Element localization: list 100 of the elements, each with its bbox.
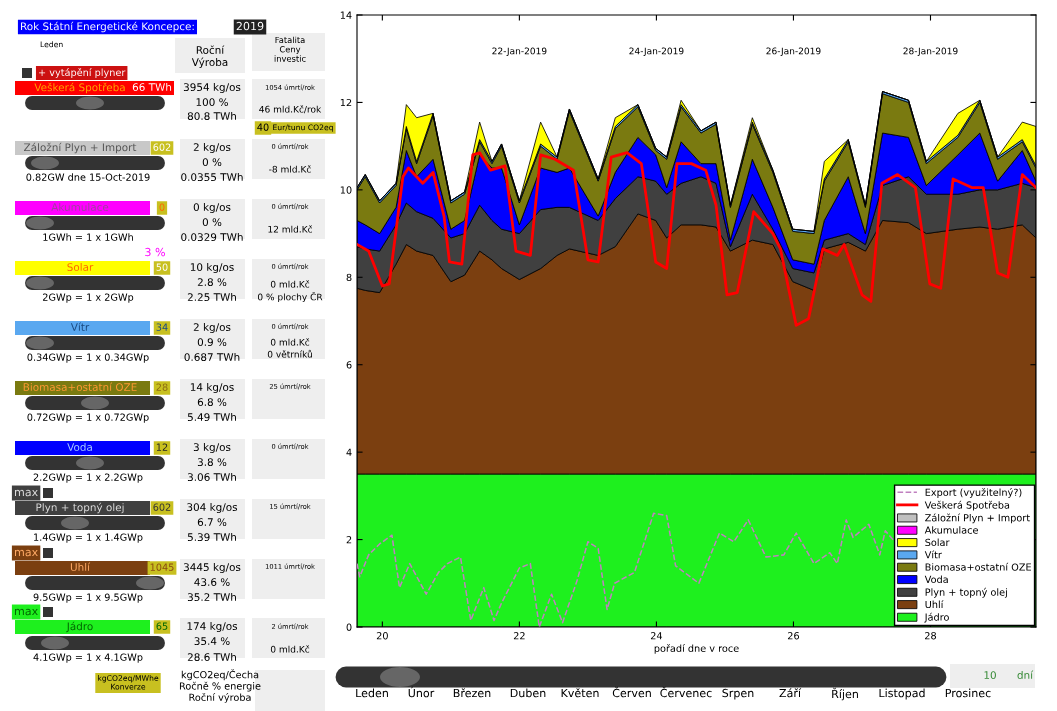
text: 50 <box>156 263 168 271</box>
text: Leden <box>356 688 388 698</box>
y-tick-label: 12 <box>340 98 352 107</box>
text: 1GWh = 1 x 1GWh <box>43 233 133 241</box>
text: Září <box>779 688 802 698</box>
text: 0.72GWp = 1 x 0.72GWp <box>27 413 149 423</box>
legend-label: Vítr <box>924 550 942 559</box>
text: 2.8 % <box>197 278 227 287</box>
y-tick-label: 6 <box>346 361 352 369</box>
text: Solar <box>67 262 94 272</box>
text: Listopad <box>879 688 925 700</box>
text: 3 kg/os <box>193 442 231 454</box>
text: 12 <box>156 443 168 451</box>
text: 10 <box>984 671 996 680</box>
text: Duben <box>510 688 546 698</box>
text: max <box>15 489 38 497</box>
annotation: 24-Jan-2019 <box>629 47 684 57</box>
x-tick-label: 28 <box>925 632 936 640</box>
text: 0 mld.Kč <box>270 338 310 346</box>
text: 12 mld.Kč <box>268 225 313 233</box>
x-tick-label: 22 <box>513 632 525 640</box>
text: Biomasa+ostatní OZE <box>23 382 137 392</box>
text: dní <box>1017 670 1034 680</box>
legend-label: Uhlí <box>925 600 944 609</box>
text: 5.49 TWh <box>187 412 236 422</box>
legend-label: Záložní Plyn + Import <box>925 513 1030 524</box>
text: 0 <box>159 203 165 211</box>
text: Veškerá Spotřeba <box>34 82 125 94</box>
text: Akumulace <box>51 202 109 212</box>
text: 6.8 % <box>197 398 227 407</box>
text: max <box>15 549 38 557</box>
legend-label: Voda <box>924 575 948 584</box>
text: 14 kg/os <box>190 382 234 394</box>
text: 3 % <box>145 247 165 257</box>
text: 2019 <box>236 21 264 31</box>
legend-label: Plyn + topný olej <box>925 587 1007 598</box>
text: 1.4GWp = 1 x 1.4GWp <box>34 533 143 543</box>
text: 9.5GWp = 1 x 9.5GWp <box>33 593 143 603</box>
text: 40 <box>257 123 269 131</box>
text: 1045 <box>150 563 174 571</box>
text: Jádro <box>66 621 93 633</box>
text: 174 kg/os <box>187 621 238 633</box>
text: 100 % <box>196 98 228 107</box>
text: 4.1GWp = 1 x 4.1GWp <box>33 653 143 663</box>
y-tick-label: 8 <box>346 273 352 282</box>
text: kgCO2eq/Čecha Ročně % energie Roční výroba <box>179 669 261 703</box>
text: Uhlí <box>70 562 91 572</box>
line-series <box>357 151 1036 327</box>
text: 35.4 % <box>194 637 230 646</box>
text: 0.34GWp = 1 x 0.34GWp <box>27 353 149 363</box>
text: 2.25 TWh <box>187 292 236 302</box>
text: 0 mld.Kč <box>270 645 310 653</box>
text: Rok Státní Energetické Koncepce: <box>21 21 194 33</box>
text: 28 <box>156 383 168 391</box>
y-tick-label: 4 <box>346 448 352 456</box>
text: 304 kg/os <box>187 502 238 514</box>
text: Voda <box>67 442 92 452</box>
text: 0 větrníků <box>267 349 312 358</box>
text: 3954 kg/os <box>183 82 241 94</box>
text: 0 mld.Kč <box>270 280 310 288</box>
text: -8 mld.Kč <box>269 165 311 173</box>
legend-label: Jádro <box>924 612 949 623</box>
y-tick-label: 2 <box>346 536 352 544</box>
x-tick-label: 26 <box>787 632 800 640</box>
text: 2 kg/os <box>193 142 231 154</box>
text: 2 kg/os <box>193 322 231 334</box>
text: 46 mld.Kč/rok <box>259 105 322 114</box>
annotation: 28-Jan-2019 <box>903 47 958 57</box>
y-tick-label: 0 <box>346 623 352 631</box>
text: 0 % <box>202 158 222 167</box>
text: 602 <box>153 503 171 511</box>
text: 3.8 % <box>197 458 227 467</box>
text: Červen <box>612 686 651 698</box>
legend-label: Export (využitelný?) <box>925 488 1022 498</box>
text: 66 TWh <box>132 82 172 92</box>
text: Květen <box>561 688 599 698</box>
annotation: 26-Jan-2019 <box>766 47 821 57</box>
text: Roční Výroba <box>191 45 228 69</box>
text: 0.0355 TWh <box>181 172 243 182</box>
text: 0.9 % <box>197 338 227 347</box>
text: Březen <box>453 688 491 698</box>
legend-label: Akumulace <box>924 526 978 534</box>
text: 0.687 TWh <box>184 352 240 362</box>
text: Vítr <box>70 322 90 331</box>
text: 3445 kg/os <box>183 562 241 574</box>
text: Červenec <box>660 686 712 698</box>
text: 0 % <box>202 218 222 227</box>
y-tick-label: 14 <box>340 11 352 19</box>
text: + vytápění plyner <box>39 68 126 78</box>
text: 10 kg/os <box>190 262 234 274</box>
text: 2GWp = 1 x 2GWp <box>42 293 134 303</box>
text: Záložní Plyn + Import <box>24 142 137 154</box>
text: 28.6 TWh <box>187 652 236 662</box>
x-axis-title: pořadí dne v roce <box>654 644 739 654</box>
text: 43.6 % <box>194 578 230 587</box>
text: 80.8 TWh <box>187 111 236 121</box>
text: 34 <box>156 323 168 331</box>
text: 0 % plochy ČR <box>257 291 323 303</box>
text: 0 kg/os <box>193 202 231 214</box>
text: Srpen <box>722 688 754 700</box>
